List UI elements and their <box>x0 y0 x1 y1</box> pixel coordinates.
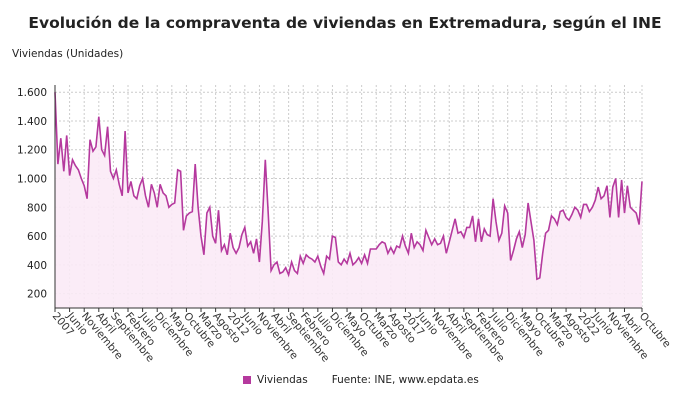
source-note: Fuente: INE, www.epdata.es <box>331 374 479 386</box>
y-tick-label: 1.600 <box>17 87 47 99</box>
chart-title: Evolución de la compraventa de viviendas… <box>28 14 662 32</box>
legend-label: Viviendas <box>257 374 308 386</box>
y-axis-label: Viviendas (Unidades) <box>12 48 124 60</box>
y-tick-label: 600 <box>27 231 47 243</box>
y-tick-label: 1.200 <box>17 145 47 157</box>
series-area <box>55 92 642 308</box>
y-tick-label: 200 <box>27 289 47 301</box>
y-tick-label: 1.400 <box>17 116 47 128</box>
series-line-viviendas <box>54 92 643 281</box>
y-tick-label: 800 <box>27 202 47 214</box>
legend-swatch <box>243 376 251 384</box>
legend: Viviendas Fuente: INE, www.epdata.es <box>243 374 479 386</box>
y-tick-label: 400 <box>27 260 47 272</box>
y-tick-label: 1.000 <box>17 174 47 186</box>
